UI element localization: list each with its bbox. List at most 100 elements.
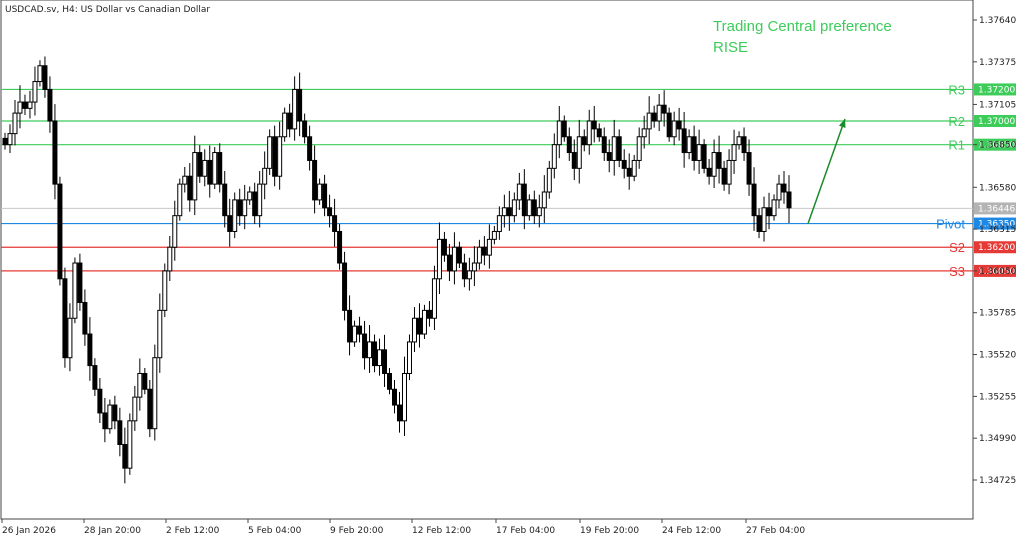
- candle: [47, 76, 53, 133]
- level-value-r3: 1.37200: [978, 85, 1015, 95]
- candle: [387, 367, 393, 395]
- y-tick-label: 1.34725: [979, 476, 1016, 486]
- candle: [526, 194, 532, 221]
- candle: [771, 194, 777, 221]
- candle: [117, 407, 123, 457]
- x-tick-label: 2 Feb 12:00: [166, 526, 220, 536]
- candle: [786, 175, 792, 223]
- candle: [172, 200, 178, 261]
- y-tick-label: 1.37640: [979, 16, 1016, 26]
- level-value-pivot: 1.36350: [978, 220, 1015, 230]
- candle: [436, 222, 442, 294]
- candle: [446, 243, 452, 281]
- candle: [27, 90, 33, 119]
- candle: [52, 104, 58, 200]
- candle: [62, 267, 68, 368]
- candle: [187, 163, 193, 212]
- current-price-label: 1.36446: [978, 204, 1015, 214]
- candle: [302, 113, 308, 144]
- level-tag-r2: [974, 114, 1016, 127]
- candle: [22, 94, 28, 116]
- candle: [471, 246, 477, 287]
- candle: [197, 145, 203, 183]
- x-tick-label: 26 Jan 2026: [2, 526, 56, 536]
- candle: [666, 107, 672, 142]
- x-tick-label: 17 Feb 04:00: [496, 526, 555, 536]
- candle: [776, 174, 782, 209]
- candle: [576, 119, 582, 184]
- y-tick-label: 1.35785: [979, 309, 1016, 319]
- candle: [551, 133, 557, 179]
- candle: [591, 106, 597, 143]
- candle: [177, 178, 183, 221]
- candle: [586, 109, 592, 155]
- candle: [581, 129, 587, 152]
- candle: [441, 231, 447, 262]
- candle: [392, 379, 398, 414]
- candle: [661, 90, 667, 127]
- candle: [257, 171, 263, 228]
- candle: [711, 139, 717, 189]
- candle: [17, 85, 23, 129]
- candle: [416, 303, 422, 348]
- level-value-s2: 1.36200: [978, 243, 1015, 253]
- candle: [531, 190, 537, 225]
- level-tag-s2: [974, 241, 1016, 254]
- candle: [626, 153, 632, 190]
- current-price-tag: [974, 202, 1016, 215]
- candle: [541, 175, 547, 223]
- x-tick-label: 19 Feb 20:00: [580, 526, 639, 536]
- candle: [357, 316, 363, 343]
- candle: [242, 184, 248, 230]
- candle: [701, 139, 707, 174]
- candle: [426, 301, 432, 327]
- candle: [521, 169, 527, 230]
- candle: [396, 391, 402, 433]
- level-tag-r1: [974, 138, 1016, 151]
- candle: [641, 115, 647, 149]
- price-axis: 1.37640 1.37375 1.37105 1.36850 1.36580 1.363…: [973, 16, 1016, 486]
- candle: [377, 338, 383, 376]
- candle: [756, 208, 762, 239]
- candle: [646, 96, 652, 145]
- candle: [147, 379, 153, 438]
- candle: [596, 123, 602, 142]
- candle: [566, 127, 572, 161]
- level-name-r2: R2: [948, 114, 965, 129]
- candle: [367, 325, 373, 373]
- pivot-levels: R3 1.37200 R2 1.37000 R1 1.36850 Pivot 1.36350 S…: [1, 82, 1016, 279]
- candle: [476, 239, 482, 270]
- rise-arrow: [807, 118, 846, 224]
- candle: [252, 182, 258, 225]
- level-name-r3: R3: [948, 82, 965, 97]
- candle: [616, 129, 622, 168]
- plot-area[interactable]: [0, 0, 974, 520]
- candle: [781, 171, 787, 204]
- candle: [232, 192, 238, 239]
- candle: [227, 198, 233, 247]
- candle: [332, 198, 338, 247]
- candle: [7, 124, 13, 154]
- candle: [247, 186, 253, 205]
- candle: [102, 397, 108, 443]
- candle: [481, 236, 487, 266]
- y-tick-label: 1.37375: [979, 58, 1016, 68]
- y-tick-label: 1.37105: [979, 100, 1016, 110]
- candle: [382, 334, 388, 387]
- candle: [267, 129, 273, 176]
- candle: [571, 139, 577, 181]
- candle: [157, 293, 163, 373]
- candle: [556, 106, 562, 159]
- candle: [37, 60, 43, 87]
- candle: [746, 139, 752, 196]
- level-tag-r3: [974, 83, 1016, 96]
- y-tick-label: 1.34990: [979, 434, 1016, 444]
- candle: [696, 129, 702, 174]
- candle: [721, 160, 727, 191]
- candle: [431, 265, 437, 331]
- candle: [67, 303, 73, 372]
- candle: [337, 224, 343, 270]
- candle: [766, 192, 772, 230]
- candle: [651, 105, 657, 128]
